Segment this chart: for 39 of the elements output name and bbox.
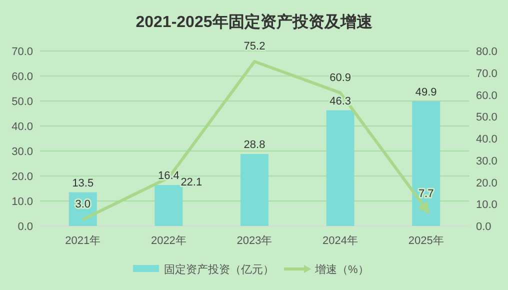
x-tick-label: 2024年 xyxy=(322,235,358,247)
y2-tick-label: 30.0 xyxy=(476,155,498,168)
data-label: 49.9 xyxy=(415,86,437,98)
x-tick-label: 2023年 xyxy=(236,235,272,247)
legend-label: 固定资产投资（亿元） xyxy=(164,263,274,276)
y2-tick-label: 20.0 xyxy=(476,177,498,190)
y-tick-label: 50.0 xyxy=(12,96,33,108)
x-tick-label: 2025年 xyxy=(408,235,444,247)
data-label: 3.0 xyxy=(75,198,91,210)
y2-tick-label: 70.0 xyxy=(476,68,498,80)
x-tick-label: 2022年 xyxy=(150,235,186,247)
data-label: 60.9 xyxy=(330,72,352,84)
data-label: 28.8 xyxy=(244,139,266,151)
y2-tick-label: 80.0 xyxy=(476,46,498,58)
bar xyxy=(240,154,268,226)
data-label: 16.4 xyxy=(158,170,180,182)
bar xyxy=(154,185,183,226)
y2-tick-label: 60.0 xyxy=(476,90,498,102)
chart-title: 2021-2025年固定资产投资及增速 xyxy=(136,13,374,31)
y2-tick-label: 0.0 xyxy=(476,221,492,233)
data-label: 75.2 xyxy=(244,40,266,52)
bar xyxy=(326,110,354,226)
y-tick-label: 30.0 xyxy=(12,146,33,158)
data-label: 7.7 xyxy=(418,188,434,200)
x-tick-label: 2021年 xyxy=(65,235,101,247)
bar xyxy=(412,101,440,226)
y2-tick-label: 50.0 xyxy=(476,112,498,124)
y-tick-label: 60.0 xyxy=(12,71,33,83)
y-tick-label: 70.0 xyxy=(12,46,33,58)
y2-tick-label: 10.0 xyxy=(476,199,498,212)
y-tick-label: 10.0 xyxy=(12,196,33,208)
y-tick-label: 0.0 xyxy=(18,221,33,233)
data-label: 13.5 xyxy=(72,177,94,190)
y2-tick-label: 40.0 xyxy=(476,134,498,146)
data-label: 22.1 xyxy=(180,176,202,189)
data-label: 46.3 xyxy=(330,95,352,108)
y-tick-label: 40.0 xyxy=(12,121,33,133)
legend-label: 增速（%） xyxy=(314,263,369,276)
y-tick-label: 20.0 xyxy=(12,171,33,183)
